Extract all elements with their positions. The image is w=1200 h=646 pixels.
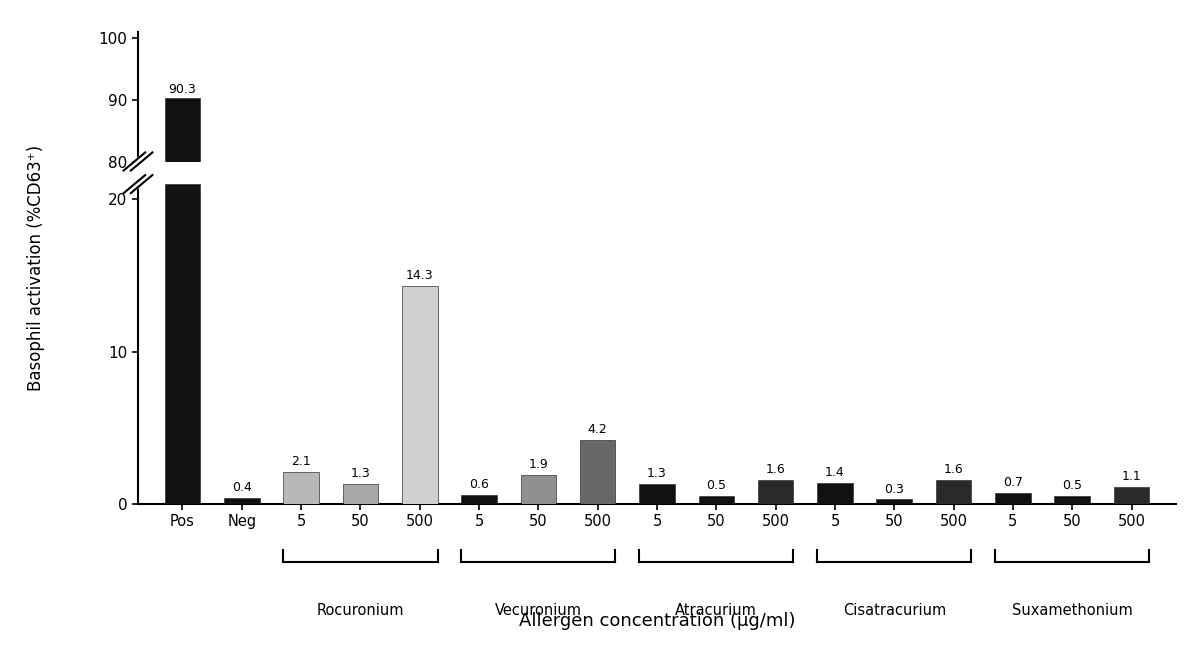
Bar [343, 484, 378, 504]
Bar [402, 286, 438, 504]
Text: Basophil activation (%CD63⁺): Basophil activation (%CD63⁺) [26, 145, 46, 391]
Bar [876, 499, 912, 504]
Text: Atracurium: Atracurium [676, 603, 757, 618]
Text: 14.3: 14.3 [406, 269, 433, 282]
Bar [698, 496, 734, 504]
Text: Vecuronium: Vecuronium [494, 603, 582, 618]
Bar [521, 475, 556, 504]
Text: 0.5: 0.5 [1062, 479, 1082, 492]
Text: 1.3: 1.3 [647, 467, 667, 480]
Bar [224, 498, 259, 504]
Text: Rocuronium: Rocuronium [317, 603, 404, 618]
Text: 0.5: 0.5 [707, 479, 726, 492]
Text: 0.6: 0.6 [469, 478, 488, 491]
Text: 0.7: 0.7 [1003, 476, 1022, 490]
Text: 2.1: 2.1 [292, 455, 311, 468]
Text: Allergen concentration (μg/ml): Allergen concentration (μg/ml) [518, 612, 796, 630]
Bar [758, 479, 793, 504]
Text: 1.6: 1.6 [943, 463, 964, 475]
Text: 1.3: 1.3 [350, 467, 371, 480]
Bar [936, 479, 971, 504]
Bar [164, 184, 200, 504]
Text: Cisatracurium: Cisatracurium [842, 603, 946, 618]
Text: 0.4: 0.4 [232, 481, 252, 494]
Text: 4.2: 4.2 [588, 423, 607, 436]
Bar [1114, 487, 1150, 504]
Text: 1.1: 1.1 [1122, 470, 1141, 483]
Bar [817, 483, 853, 504]
Bar [1055, 496, 1090, 504]
Text: 1.4: 1.4 [826, 466, 845, 479]
Text: Suxamethonium: Suxamethonium [1012, 603, 1133, 618]
Bar [461, 495, 497, 504]
Text: 0.3: 0.3 [884, 483, 904, 495]
Text: 1.9: 1.9 [528, 458, 548, 471]
Bar [640, 484, 674, 504]
Bar [283, 472, 319, 504]
Text: 90.3: 90.3 [169, 83, 197, 96]
Text: 1.6: 1.6 [766, 463, 786, 475]
Bar [995, 494, 1031, 504]
Bar [580, 440, 616, 504]
Bar [164, 98, 200, 162]
